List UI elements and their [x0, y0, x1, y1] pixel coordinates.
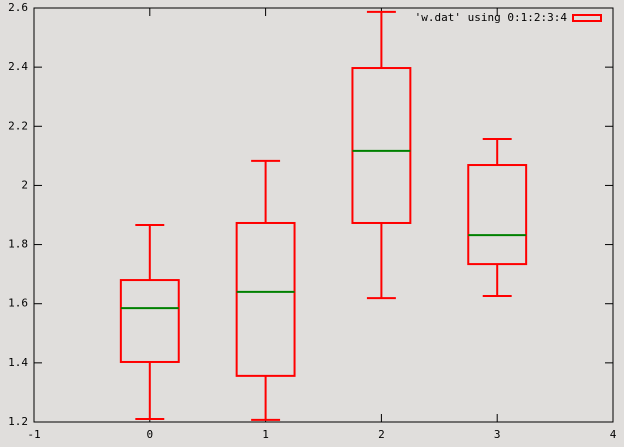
y-tick-label: 2 — [21, 178, 28, 191]
y-tick-label: 2.4 — [8, 60, 28, 73]
y-tick-label: 1.8 — [8, 238, 28, 251]
legend-swatch — [572, 14, 602, 22]
x-tick-label: 2 — [378, 428, 385, 441]
legend-label: 'w.dat' using 0:1:2:3:4 — [415, 11, 568, 24]
box — [235, 221, 296, 377]
y-tick-label: 1.2 — [8, 415, 28, 428]
x-tick-label: 0 — [146, 428, 153, 441]
plot-frame — [33, 7, 614, 423]
x-tick-label: 1 — [262, 428, 269, 441]
box — [467, 164, 528, 266]
x-tick-label: 3 — [494, 428, 501, 441]
box — [119, 279, 180, 363]
y-tick-label: 2.6 — [8, 1, 28, 14]
box — [351, 67, 412, 224]
y-tick-label: 1.6 — [8, 297, 28, 310]
y-tick-label: 2.2 — [8, 119, 28, 132]
x-tick-label: -1 — [27, 428, 40, 441]
x-tick-label: 4 — [610, 428, 617, 441]
y-tick-label: 1.4 — [8, 356, 28, 369]
